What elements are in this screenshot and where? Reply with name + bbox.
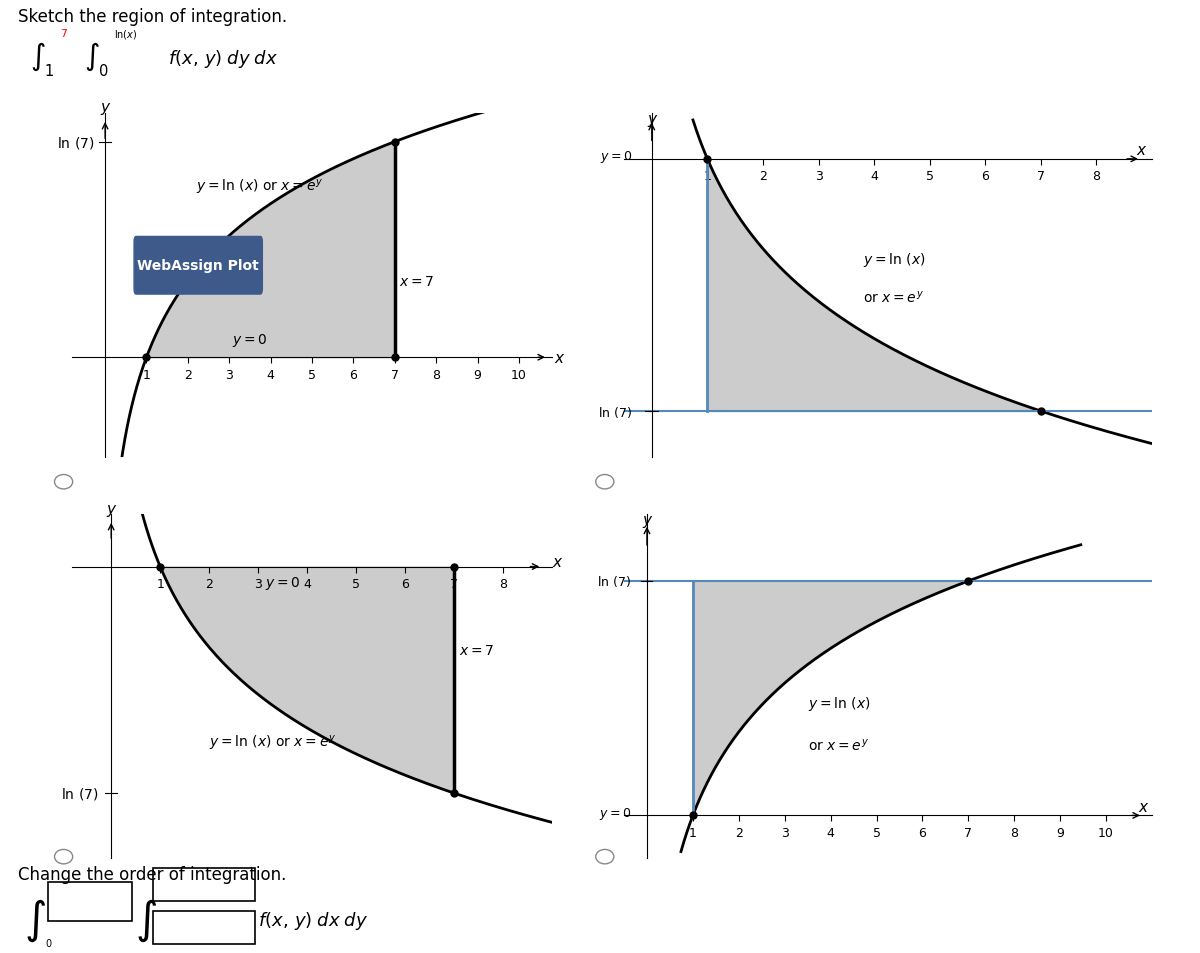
- Text: x: x: [1139, 799, 1147, 814]
- Text: $y=0$: $y=0$: [600, 149, 632, 165]
- Text: $\ln\,(7)$: $\ln\,(7)$: [61, 785, 98, 801]
- Text: or $x = e^y$: or $x = e^y$: [808, 737, 869, 752]
- Text: $^7$: $^7$: [60, 30, 68, 46]
- Text: $^{\ln(x)}$: $^{\ln(x)}$: [114, 31, 138, 45]
- Text: $\ln\,(7)$: $\ln\,(7)$: [599, 404, 632, 419]
- Text: y: y: [101, 100, 109, 115]
- Text: x: x: [1136, 143, 1145, 157]
- Text: $\int$: $\int$: [24, 897, 46, 943]
- Text: $y=0$: $y=0$: [233, 332, 268, 349]
- Text: y: y: [647, 112, 656, 127]
- FancyBboxPatch shape: [134, 237, 263, 294]
- Text: $\ln\,(7)$: $\ln\,(7)$: [58, 134, 95, 151]
- Text: $f(x,\,y)\;dx\;dy$: $f(x,\,y)\;dx\;dy$: [258, 908, 368, 931]
- Text: $x=7$: $x=7$: [398, 274, 434, 289]
- Text: y: y: [107, 501, 115, 517]
- FancyBboxPatch shape: [154, 868, 256, 902]
- Text: Sketch the region of integration.: Sketch the region of integration.: [18, 8, 287, 26]
- Text: $\int_1$: $\int_1$: [30, 40, 55, 78]
- Text: $y=0$: $y=0$: [265, 575, 300, 592]
- Text: $y = \ln\,(x)$ or $x = e^y$: $y = \ln\,(x)$ or $x = e^y$: [209, 734, 336, 753]
- Text: $y = \ln\,(x)$: $y = \ln\,(x)$: [808, 694, 870, 712]
- Text: $\int_0$: $\int_0$: [84, 40, 109, 78]
- Text: $y = \ln\,(x)$: $y = \ln\,(x)$: [863, 251, 925, 268]
- FancyBboxPatch shape: [48, 882, 132, 921]
- Text: or $x = e^y$: or $x = e^y$: [863, 289, 924, 305]
- Text: $x=7$: $x=7$: [458, 643, 494, 658]
- Text: $y = \ln\,(x)$ or $x = e^y$: $y = \ln\,(x)$ or $x = e^y$: [196, 178, 323, 197]
- FancyBboxPatch shape: [154, 911, 256, 944]
- Text: WebAssign Plot: WebAssign Plot: [137, 259, 259, 273]
- Text: y: y: [642, 513, 652, 527]
- Text: $_0$: $_0$: [46, 935, 53, 948]
- Text: $\int$: $\int$: [134, 897, 157, 943]
- Text: x: x: [554, 351, 563, 365]
- Text: Change the order of integration.: Change the order of integration.: [18, 865, 287, 883]
- Text: x: x: [552, 555, 562, 570]
- Text: $\ln\,(7)$: $\ln\,(7)$: [596, 574, 631, 589]
- Text: $y=0$: $y=0$: [599, 805, 631, 821]
- Text: $f(x,\,y)\;dy\;dx$: $f(x,\,y)\;dy\;dx$: [168, 48, 278, 71]
